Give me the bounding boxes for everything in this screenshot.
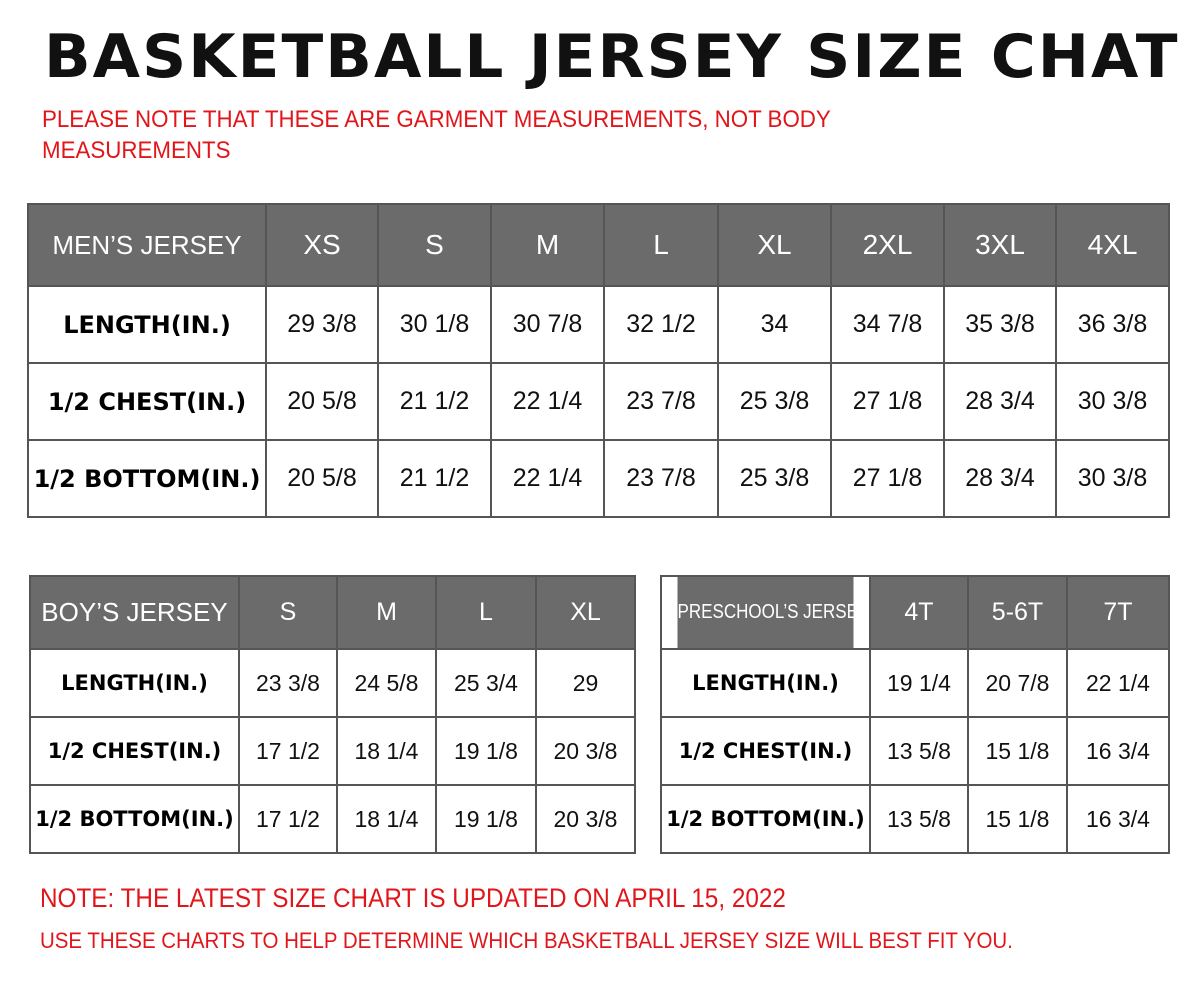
table-row: 1/2 BOTTOM(IN.) 13 5/8 15 1/8 16 3/4 [660, 784, 1170, 854]
measurement-value: 34 7/8 [830, 285, 945, 364]
measurement-value: 15 1/8 [967, 784, 1068, 854]
update-note: NOTE: THE LATEST SIZE CHART IS UPDATED O… [40, 883, 786, 913]
measurement-value: 30 1/8 [377, 285, 492, 364]
table-title: PRESCHOOL’S JERSEY [675, 575, 856, 650]
table-row: 1/2 CHEST(IN.) 13 5/8 15 1/8 16 3/4 [660, 716, 1170, 786]
garment-note: PLEASE NOTE THAT THESE ARE GARMENT MEASU… [42, 106, 831, 164]
header-row: MEN’S JERSEY XS S M L XL 2XL 3XL 4XL [27, 203, 1170, 287]
measurement-value: 15 1/8 [967, 716, 1068, 786]
size-header: 3XL [943, 203, 1057, 287]
table-row: 1/2 BOTTOM(IN.) 17 1/2 18 1/4 19 1/8 20 3/8 [29, 784, 636, 854]
measurement-label: 1/2 BOTTOM(IN.) [660, 784, 871, 854]
table-row: 1/2 CHEST(IN.) 20 5/8 21 1/2 22 1/4 23 7/8 25… [27, 362, 1170, 441]
measurement-value: 19 1/4 [869, 648, 969, 718]
measurement-label: 1/2 CHEST(IN.) [660, 716, 871, 786]
size-header: 4XL [1055, 203, 1170, 287]
measurement-value: 28 3/4 [943, 439, 1057, 518]
measurement-value: 18 1/4 [336, 716, 437, 786]
size-header: M [336, 575, 437, 650]
page-title: BASKETBALL JERSEY SIZE CHAT [44, 22, 1180, 92]
mens-size-table: MEN’S JERSEY XS S M L XL 2XL 3XL 4XL LENGTH(IN.) 2… [27, 203, 1170, 518]
usage-note: USE THESE CHARTS TO HELP DETERMINE WHICH… [40, 928, 1013, 953]
size-header: XL [717, 203, 832, 287]
table-row: LENGTH(IN.) 23 3/8 24 5/8 25 3/4 29 [29, 648, 636, 718]
measurement-value: 19 1/8 [435, 716, 537, 786]
measurement-value: 21 1/2 [377, 362, 492, 441]
measurement-value: 36 3/8 [1055, 285, 1170, 364]
measurement-label: LENGTH(IN.) [660, 648, 871, 718]
measurement-value: 20 5/8 [265, 439, 379, 518]
table-title: MEN’S JERSEY [27, 203, 267, 287]
size-header: M [490, 203, 605, 287]
size-header: XL [535, 575, 636, 650]
size-header: 4T [869, 575, 969, 650]
table-row: LENGTH(IN.) 19 1/4 20 7/8 22 1/4 [660, 648, 1170, 718]
measurement-label: 1/2 BOTTOM(IN.) [29, 784, 240, 854]
table-row: LENGTH(IN.) 29 3/8 30 1/8 30 7/8 32 1/2 34 34 … [27, 285, 1170, 364]
measurement-value: 34 [717, 285, 832, 364]
header-row: BOY’S JERSEY S M L XL [29, 575, 636, 650]
measurement-value: 25 3/4 [435, 648, 537, 718]
measurement-value: 16 3/4 [1066, 784, 1170, 854]
size-header: 7T [1066, 575, 1170, 650]
measurement-value: 20 3/8 [535, 784, 636, 854]
size-header: 2XL [830, 203, 945, 287]
size-header: L [603, 203, 719, 287]
measurement-value: 28 3/4 [943, 362, 1057, 441]
measurement-value: 24 5/8 [336, 648, 437, 718]
measurement-label: 1/2 BOTTOM(IN.) [27, 439, 267, 518]
measurement-value: 30 3/8 [1055, 362, 1170, 441]
size-header: S [377, 203, 492, 287]
table-title: BOY’S JERSEY [29, 575, 240, 650]
measurement-value: 30 7/8 [490, 285, 605, 364]
measurement-value: 17 1/2 [238, 716, 338, 786]
measurement-value: 22 1/4 [490, 362, 605, 441]
measurement-value: 20 3/8 [535, 716, 636, 786]
size-header: XS [265, 203, 379, 287]
size-header: 5-6T [967, 575, 1068, 650]
measurement-value: 22 1/4 [490, 439, 605, 518]
measurement-value: 23 7/8 [603, 362, 719, 441]
size-header: S [238, 575, 338, 650]
measurement-value: 22 1/4 [1066, 648, 1170, 718]
measurement-value: 27 1/8 [830, 439, 945, 518]
measurement-label: LENGTH(IN.) [29, 648, 240, 718]
measurement-value: 16 3/4 [1066, 716, 1170, 786]
measurement-value: 20 5/8 [265, 362, 379, 441]
measurement-value: 25 3/8 [717, 439, 832, 518]
measurement-label: 1/2 CHEST(IN.) [29, 716, 240, 786]
measurement-value: 17 1/2 [238, 784, 338, 854]
measurement-value: 29 [535, 648, 636, 718]
measurement-value: 30 3/8 [1055, 439, 1170, 518]
size-header: L [435, 575, 537, 650]
measurement-label: 1/2 CHEST(IN.) [27, 362, 267, 441]
preschool-size-table: PRESCHOOL’S JERSEY 4T 5-6T 7T LENGTH(IN.) 19 … [660, 575, 1170, 854]
measurement-label: LENGTH(IN.) [27, 285, 267, 364]
measurement-value: 32 1/2 [603, 285, 719, 364]
measurement-value: 23 7/8 [603, 439, 719, 518]
measurement-value: 35 3/8 [943, 285, 1057, 364]
table-row: 1/2 CHEST(IN.) 17 1/2 18 1/4 19 1/8 20 3/8 [29, 716, 636, 786]
measurement-value: 23 3/8 [238, 648, 338, 718]
measurement-value: 20 7/8 [967, 648, 1068, 718]
measurement-value: 19 1/8 [435, 784, 537, 854]
measurement-value: 29 3/8 [265, 285, 379, 364]
table-row: 1/2 BOTTOM(IN.) 20 5/8 21 1/2 22 1/4 23 7/8 2… [27, 439, 1170, 518]
measurement-value: 27 1/8 [830, 362, 945, 441]
header-row: PRESCHOOL’S JERSEY 4T 5-6T 7T [661, 575, 1170, 650]
boys-size-table: BOY’S JERSEY S M L XL LENGTH(IN.) 23 3/8 24 5/8… [29, 575, 636, 854]
measurement-value: 13 5/8 [869, 716, 969, 786]
measurement-value: 13 5/8 [869, 784, 969, 854]
measurement-value: 18 1/4 [336, 784, 437, 854]
measurement-value: 25 3/8 [717, 362, 832, 441]
measurement-value: 21 1/2 [377, 439, 492, 518]
